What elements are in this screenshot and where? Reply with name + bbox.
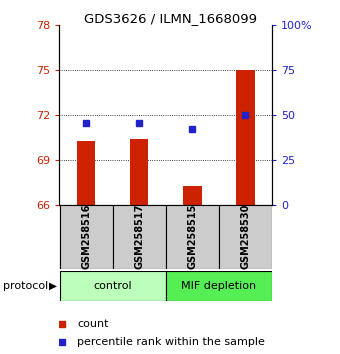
Text: GDS3626 / ILMN_1668099: GDS3626 / ILMN_1668099	[84, 12, 256, 25]
Text: protocol: protocol	[3, 281, 49, 291]
Text: ▶: ▶	[49, 281, 57, 291]
Text: count: count	[77, 319, 109, 329]
Bar	[183, 186, 202, 205]
Text: MIF depletion: MIF depletion	[181, 281, 256, 291]
Text: control: control	[93, 281, 132, 291]
Text: GSM258516: GSM258516	[81, 203, 91, 269]
Bar	[59, 205, 113, 269]
Bar	[236, 70, 255, 205]
Bar	[130, 139, 149, 205]
Bar	[166, 271, 272, 301]
Bar	[219, 205, 272, 269]
Bar	[113, 205, 166, 269]
Text: GSM258530: GSM258530	[240, 203, 251, 269]
Text: GSM258517: GSM258517	[134, 203, 144, 269]
Text: percentile rank within the sample: percentile rank within the sample	[77, 337, 265, 347]
Text: GSM258515: GSM258515	[187, 203, 197, 269]
Bar	[77, 141, 95, 205]
Bar	[166, 205, 219, 269]
Bar	[59, 271, 166, 301]
